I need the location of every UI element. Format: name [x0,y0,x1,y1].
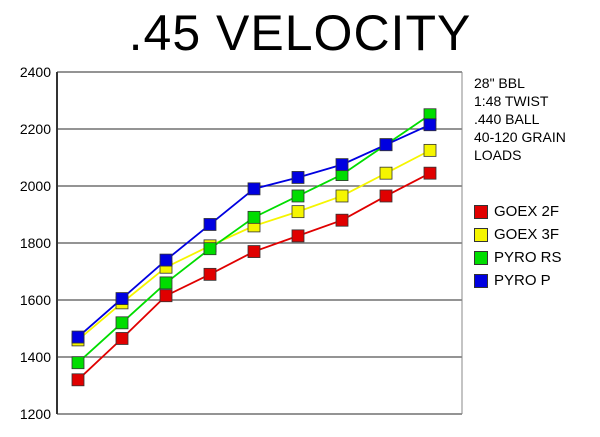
chart-title: .45 VELOCITY [128,5,472,61]
y-tick-label: 1600 [20,292,51,308]
legend-item: GOEX 3F [474,223,562,246]
data-point [247,182,261,196]
note-line: 1:48 TWIST [474,93,549,109]
data-point [115,332,129,345]
legend-item: GOEX 2F [474,200,562,223]
data-point [423,166,437,180]
series-line [77,149,431,341]
note-line: LOADS [474,147,522,163]
legend-item: PYRO P [474,269,562,292]
data-point [379,189,393,203]
legend-label: GOEX 2F [494,203,560,220]
data-point [423,143,437,157]
legend-swatch [474,273,488,288]
series-line [77,114,431,364]
legend: GOEX 2F GOEX 3F PYRO RS PYRO P [474,200,562,292]
chart-notes: 28" BBL 1:48 TWIST .440 BALL 40-120 GRAIN LO… [474,74,566,164]
legend-swatch [474,250,488,265]
data-point [335,189,349,203]
data-point [423,118,437,132]
data-point [115,316,129,330]
data-point [159,276,173,290]
data-point [115,292,129,305]
data-point [379,138,393,152]
legend-label: PYRO RS [494,249,562,266]
data-point [203,267,217,281]
y-tick-label: 1200 [20,406,51,422]
legend-label: GOEX 3F [494,226,560,243]
note-line: 40-120 GRAIN [474,129,566,145]
note-line: 28" BBL [474,75,525,91]
legend-label: PYRO P [494,272,551,289]
data-point [203,218,217,231]
data-point [159,253,173,267]
data-point [291,189,305,203]
note-line: .440 BALL [474,111,540,127]
data-point [335,213,349,227]
y-tick-label: 2400 [20,64,51,80]
legend-item: PYRO RS [474,246,562,269]
y-tick-label: 2000 [20,178,51,194]
legend-swatch [474,227,488,242]
data-point [71,356,85,370]
data-point [291,171,305,184]
data-point [71,373,85,387]
data-point [247,245,261,258]
legend-swatch [474,204,488,219]
y-tick-label: 1400 [20,349,51,365]
data-point [71,330,85,344]
y-tick-label: 2200 [20,121,51,137]
data-point [379,166,393,180]
y-tick-label: 1800 [20,235,51,251]
data-point [291,229,305,243]
data-point [247,210,261,224]
data-point [335,158,349,172]
data-point [159,289,173,303]
series-line [77,172,431,381]
data-point [203,242,217,256]
data-point [291,205,305,219]
